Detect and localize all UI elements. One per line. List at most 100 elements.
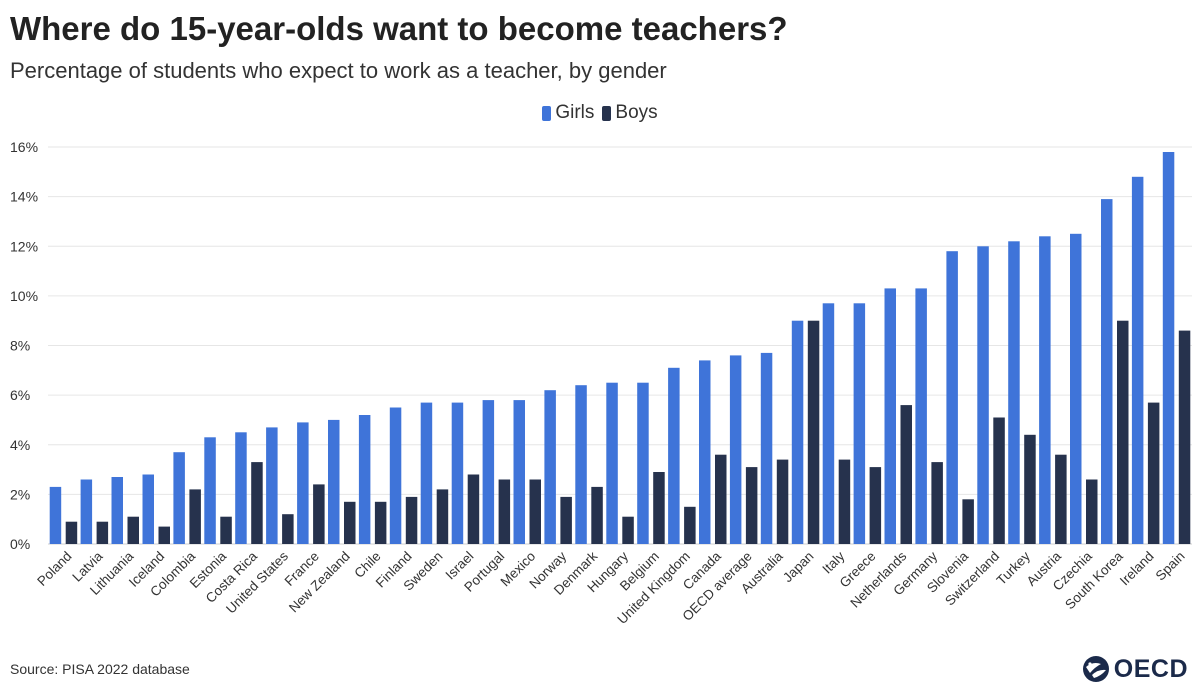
y-axis-ticks: 0% 2% 4% 6% 8% 10% 12% 14% 16%	[10, 139, 38, 552]
bar-boys-chile[interactable]	[374, 501, 387, 544]
bar-girls-australia[interactable]	[760, 352, 773, 544]
bar-girls-iceland[interactable]	[142, 474, 155, 545]
x-tick-label: Japan	[780, 549, 817, 586]
bar-boys-portugal[interactable]	[498, 479, 511, 545]
bar-girls-denmark[interactable]	[575, 385, 587, 544]
x-tick-label: Ireland	[1117, 549, 1157, 589]
bar-boys-united-kingdom[interactable]	[684, 506, 696, 544]
y-tick-label: 2%	[10, 486, 30, 502]
legend-swatch-girls	[542, 105, 552, 121]
bar-girls-lithuania[interactable]	[111, 477, 124, 544]
legend: Girls Boys	[0, 100, 1200, 126]
bar-girls-hungary[interactable]	[606, 382, 618, 544]
bar-boys-colombia[interactable]	[189, 489, 201, 544]
bar-girls-estonia[interactable]	[204, 437, 216, 544]
bar-girls-finland[interactable]	[389, 407, 402, 545]
bar-girls-sweden[interactable]	[420, 402, 433, 544]
bar-boys-estonia[interactable]	[220, 516, 232, 544]
bar-girls-oecd-average[interactable]	[729, 355, 742, 544]
gridlines	[48, 146, 1192, 545]
bar-boys-costa-rica[interactable]	[251, 462, 263, 544]
bar-boys-netherlands[interactable]	[900, 405, 913, 544]
bar-girls-japan[interactable]	[791, 320, 804, 544]
legend-swatch-boys	[602, 105, 612, 121]
bar-girls-mexico[interactable]	[513, 400, 526, 544]
oecd-logo-text: OECD	[1113, 654, 1188, 683]
x-tick-label: Spain	[1153, 549, 1188, 584]
bar-boys-ireland[interactable]	[1147, 402, 1160, 544]
bar-girls-new-zealand[interactable]	[328, 419, 340, 544]
bar-boys-greece[interactable]	[869, 467, 882, 544]
bar-girls-italy[interactable]	[822, 303, 835, 544]
bar-boys-oecd-average[interactable]	[745, 467, 758, 544]
bar-girls-portugal[interactable]	[482, 400, 495, 544]
bar-boys-hungary[interactable]	[622, 516, 634, 544]
bar-girls-norway[interactable]	[544, 390, 556, 544]
bar-girls-belgium[interactable]	[637, 382, 649, 544]
bar-boys-czechia[interactable]	[1086, 479, 1098, 545]
chart-subtitle: Percentage of students who expect to wor…	[10, 58, 667, 83]
y-tick-label: 6%	[10, 387, 30, 403]
bar-girls-slovenia[interactable]	[946, 251, 958, 544]
bar-girls-poland[interactable]	[49, 486, 62, 544]
x-axis-labels: PolandLatviaLithuaniaIcelandColombiaEsto…	[34, 548, 1187, 627]
bar-girls-colombia[interactable]	[173, 452, 185, 544]
bar-girls-germany[interactable]	[915, 288, 927, 544]
bar-girls-france[interactable]	[297, 422, 309, 544]
bar-boys-switzerland[interactable]	[993, 417, 1005, 545]
source-note: Source: PISA 2022 database	[10, 661, 190, 677]
bar-girls-costa-rica[interactable]	[235, 432, 247, 544]
bar-girls-united-states[interactable]	[266, 427, 278, 544]
oecd-globe-icon	[1082, 656, 1109, 682]
bar-boys-sweden[interactable]	[436, 489, 449, 544]
bars	[49, 152, 1191, 545]
bar-boys-turkey[interactable]	[1024, 434, 1036, 544]
bar-boys-south-korea[interactable]	[1117, 320, 1129, 544]
bar-boys-japan[interactable]	[807, 320, 820, 544]
bar-boys-italy[interactable]	[838, 459, 851, 544]
bar-boys-norway[interactable]	[560, 496, 572, 544]
bar-girls-united-kingdom[interactable]	[668, 367, 680, 544]
legend-item-boys[interactable]: Boys	[602, 102, 658, 124]
bar-girls-austria[interactable]	[1039, 236, 1051, 545]
legend-label-boys: Boys	[615, 102, 658, 123]
bar-boys-new-zealand[interactable]	[344, 501, 356, 544]
y-tick-label: 12%	[10, 238, 38, 254]
bar-boys-latvia[interactable]	[96, 521, 109, 544]
chart-title: Where do 15-year-olds want to become tea…	[10, 10, 788, 47]
bar-girls-chile[interactable]	[358, 415, 371, 544]
bar-boys-slovenia[interactable]	[962, 499, 974, 544]
bar-girls-israel[interactable]	[451, 402, 464, 544]
bar-boys-spain[interactable]	[1178, 330, 1191, 544]
bar-boys-france[interactable]	[313, 484, 325, 544]
bar-boys-germany[interactable]	[931, 462, 943, 544]
legend-label-girls: Girls	[555, 102, 595, 123]
bar-girls-latvia[interactable]	[80, 479, 93, 545]
bar-boys-united-states[interactable]	[282, 514, 294, 544]
oecd-logo: OECD	[1081, 653, 1188, 685]
bar-girls-south-korea[interactable]	[1101, 199, 1113, 544]
bar-girls-czechia[interactable]	[1070, 233, 1082, 545]
bar-boys-australia[interactable]	[776, 459, 789, 544]
bar-girls-canada[interactable]	[699, 360, 711, 544]
bar-boys-iceland[interactable]	[158, 526, 171, 544]
bar-girls-switzerland[interactable]	[977, 246, 989, 545]
y-tick-label: 0%	[10, 536, 30, 552]
bar-girls-turkey[interactable]	[1008, 241, 1020, 545]
bar-boys-mexico[interactable]	[529, 479, 542, 545]
bar-girls-netherlands[interactable]	[884, 288, 897, 544]
bar-boys-lithuania[interactable]	[127, 516, 140, 544]
bar-girls-greece[interactable]	[853, 303, 866, 544]
bar-boys-austria[interactable]	[1055, 454, 1067, 544]
bar-boys-canada[interactable]	[715, 454, 727, 544]
bar-boys-israel[interactable]	[467, 474, 480, 545]
legend-item-girls[interactable]: Girls	[542, 102, 594, 124]
bar-boys-finland[interactable]	[405, 496, 418, 544]
x-tick-label: Poland	[34, 549, 74, 589]
bar-boys-denmark[interactable]	[591, 486, 603, 544]
y-tick-label: 10%	[10, 288, 38, 304]
bar-girls-ireland[interactable]	[1131, 176, 1144, 545]
bar-boys-poland[interactable]	[65, 521, 78, 544]
bar-boys-belgium[interactable]	[653, 472, 665, 544]
bar-girls-spain[interactable]	[1162, 152, 1175, 544]
